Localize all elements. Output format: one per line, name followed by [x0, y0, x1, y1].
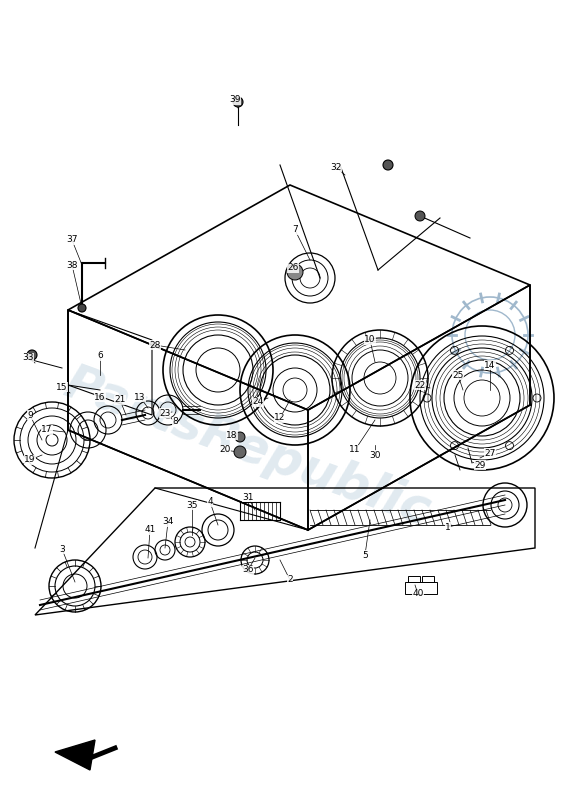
Text: 7: 7: [292, 226, 298, 234]
Text: 29: 29: [474, 461, 486, 470]
Bar: [422, 576, 434, 582]
Text: 36: 36: [242, 566, 254, 574]
Text: 27: 27: [484, 449, 496, 458]
Text: 21: 21: [114, 395, 126, 405]
Circle shape: [27, 350, 37, 360]
Circle shape: [415, 211, 425, 221]
Text: 13: 13: [134, 393, 146, 402]
Circle shape: [234, 446, 246, 458]
Text: 16: 16: [94, 393, 106, 402]
Text: 11: 11: [349, 446, 361, 454]
Circle shape: [78, 304, 86, 312]
Text: 14: 14: [484, 361, 496, 370]
Text: 15: 15: [56, 382, 68, 391]
Text: 22: 22: [414, 381, 426, 390]
Circle shape: [383, 160, 393, 170]
Text: 12: 12: [274, 414, 286, 422]
Text: 28: 28: [149, 341, 160, 350]
Text: 34: 34: [162, 518, 174, 526]
Circle shape: [235, 432, 245, 442]
Text: 4: 4: [207, 498, 213, 506]
Text: 2: 2: [287, 575, 293, 585]
Text: 9: 9: [27, 410, 33, 419]
Text: 3: 3: [59, 545, 65, 554]
Text: 18: 18: [226, 430, 238, 439]
Text: 6: 6: [97, 351, 103, 361]
Text: 26: 26: [287, 263, 299, 273]
Text: 1: 1: [445, 522, 451, 531]
Text: 25: 25: [452, 370, 464, 379]
Polygon shape: [55, 740, 95, 770]
Text: 10: 10: [364, 335, 376, 345]
Text: 41: 41: [144, 526, 156, 534]
Text: 19: 19: [24, 455, 36, 465]
Text: 40: 40: [413, 590, 424, 598]
Text: 5: 5: [362, 550, 368, 559]
Text: 24: 24: [252, 398, 264, 406]
Text: 35: 35: [186, 501, 198, 510]
Circle shape: [233, 97, 243, 107]
Text: 23: 23: [159, 409, 171, 418]
Text: 8: 8: [172, 418, 178, 426]
Text: 32: 32: [330, 162, 342, 171]
Text: 39: 39: [229, 95, 241, 105]
Circle shape: [287, 264, 303, 280]
Text: 30: 30: [369, 450, 381, 459]
Text: 37: 37: [66, 235, 78, 245]
Bar: [408, 576, 420, 582]
Text: 17: 17: [41, 426, 53, 434]
Bar: [405, 582, 437, 594]
Text: 33: 33: [23, 354, 33, 362]
Text: PartsRepublic: PartsRepublic: [58, 359, 438, 537]
Text: 20: 20: [219, 446, 231, 454]
Text: 38: 38: [66, 261, 78, 270]
Text: 31: 31: [242, 493, 254, 502]
